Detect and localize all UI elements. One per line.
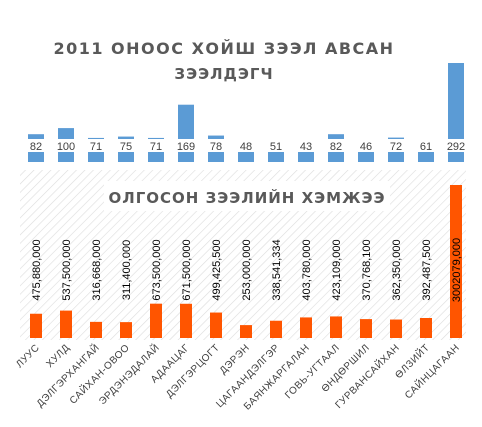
top-value-label-bg — [267, 139, 285, 152]
bottom-value-label: 403,780,000 — [301, 239, 313, 300]
bottom-series-bars — [30, 185, 462, 338]
top-value-label-bg — [237, 139, 255, 152]
top-value-label-bg — [87, 139, 105, 152]
bottom-value-label: 499,425,500 — [211, 239, 223, 300]
bottom-bar — [120, 322, 132, 338]
bottom-bar — [330, 316, 342, 338]
top-value-label-bg — [57, 139, 75, 152]
bottom-value-label: 537,500,000 — [61, 239, 73, 300]
category-label: ДЭЛГЭРЦОГТ — [164, 342, 222, 400]
bottom-value-label: 673,500,000 — [151, 239, 163, 300]
top-chart-subtitle: ЗЭЭЛДЭГЧ — [174, 65, 273, 83]
bottom-value-label: 338,541,334 — [271, 239, 283, 300]
top-value-label: 51 — [270, 141, 282, 153]
bottom-value-label: 311,400,000 — [121, 240, 133, 300]
category-label: ХУЛД — [45, 342, 73, 370]
top-value-label: 43 — [300, 141, 312, 153]
top-value-label: 72 — [390, 141, 402, 153]
bottom-value-label: 316,668,000 — [91, 239, 103, 300]
bottom-bar — [390, 319, 402, 338]
top-value-label: 169 — [177, 141, 195, 153]
bottom-bar — [60, 310, 72, 338]
top-value-label: 82 — [30, 141, 42, 153]
top-chart-title: 2011 ОНООС ХОЙШ ЗЭЭЛ АВСАН — [53, 39, 394, 58]
top-bar — [448, 63, 464, 162]
bottom-bar — [90, 321, 102, 338]
bottom-bar — [420, 317, 432, 338]
bottom-bar — [300, 317, 312, 338]
bottom-value-label: 370,768,100 — [361, 239, 373, 300]
bottom-chart-title-box — [104, 181, 390, 211]
bottom-value-label: 392,487,500 — [421, 239, 433, 300]
category-label: ГОВЬ-УГТААЛ — [283, 342, 342, 401]
top-value-label-bg — [357, 139, 375, 152]
top-value-label: 61 — [420, 141, 432, 153]
top-value-label: 71 — [150, 141, 162, 153]
top-value-label: 75 — [120, 141, 132, 153]
bottom-value-label: 475,880,000 — [31, 239, 43, 300]
bottom-bar — [450, 185, 462, 338]
bottom-value-label: 671,500,000 — [181, 239, 193, 300]
top-value-label: 78 — [210, 141, 222, 153]
top-value-label-bg — [27, 139, 45, 152]
top-value-label-bg — [177, 139, 195, 152]
top-value-label-bg — [387, 139, 405, 152]
bottom-value-labels: 475,880,000 537,500,000 316,668,000 311,400… — [31, 238, 463, 302]
top-value-label-bg — [297, 139, 315, 152]
top-value-label: 48 — [240, 141, 252, 153]
bottom-bar — [210, 312, 222, 338]
bottom-bar — [180, 303, 192, 338]
top-value-label: 292 — [447, 141, 465, 153]
top-value-label-bg — [207, 139, 225, 152]
category-axis-labels: ЛУУС ХУЛДДЭЛГЭРХАНГАЙСАЙХАН-ОВООЭРДЭНЭДАЛ… — [14, 341, 462, 413]
top-value-label: 82 — [330, 141, 342, 153]
bottom-value-label: 253,000,000 — [241, 239, 253, 300]
category-label: ЛУУС — [14, 342, 42, 370]
top-value-label: 71 — [90, 141, 102, 153]
bottom-value-label: 423,109,000 — [331, 239, 343, 300]
top-value-label-bg — [447, 139, 465, 152]
top-value-label-bg — [117, 139, 135, 152]
bottom-bar — [150, 303, 162, 338]
bottom-bar — [30, 313, 42, 338]
top-bar — [178, 104, 194, 162]
bottom-bar — [360, 319, 372, 338]
top-value-labels: 82 100 71 75 71 169 78 48 51 43 82 46 72 61 292 — [27, 139, 465, 153]
bottom-value-label: 362,350,000 — [391, 239, 403, 300]
top-value-label-bg — [327, 139, 345, 152]
bottom-bar — [270, 320, 282, 338]
bottom-bar — [240, 325, 252, 338]
top-value-label: 46 — [360, 141, 372, 153]
top-value-label-bg — [147, 139, 165, 152]
bottom-chart-title: ОЛГОСОН ЗЭЭЛИЙН ХЭМЖЭЭ — [109, 188, 386, 207]
top-value-label-bg — [417, 139, 435, 152]
top-value-label: 100 — [57, 141, 75, 153]
bottom-value-label: 3002079,000 — [451, 238, 463, 302]
